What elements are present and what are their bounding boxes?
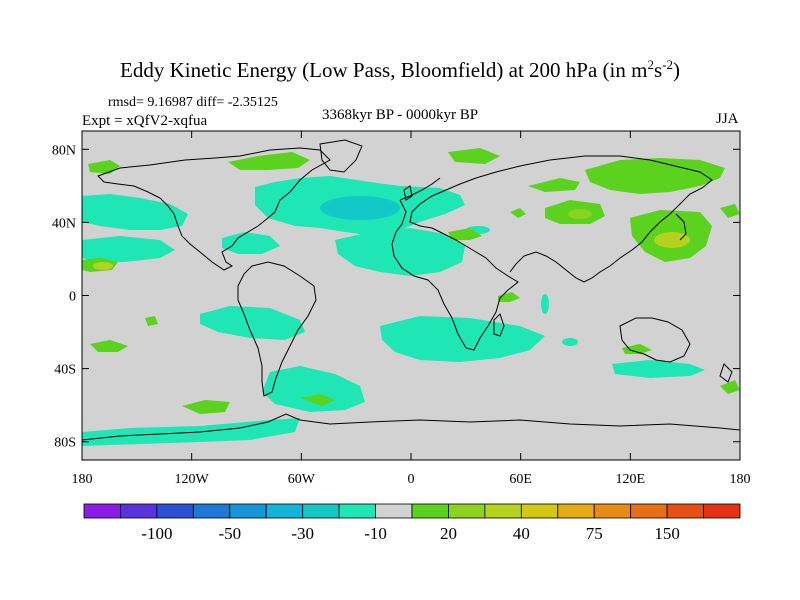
colorbar-box [520, 503, 559, 519]
colorbar-label: 75 [586, 524, 603, 543]
anomaly-mid-atlantic-small [510, 208, 526, 218]
anomaly-south-pacific-east [90, 340, 128, 352]
anomaly-southern-indian [612, 360, 705, 378]
anomaly-patch-d [562, 338, 578, 346]
anomaly-australia [622, 344, 652, 354]
anomaly-north-west-pacific [585, 158, 725, 194]
colorbar-label: -30 [291, 524, 314, 543]
coastlines [82, 139, 740, 441]
colorbar-label: -100 [141, 524, 172, 543]
anomaly-pacific-southeast [720, 380, 740, 394]
colorbar-label: -10 [364, 524, 387, 543]
coast-north-america [97, 147, 331, 271]
axis-ticks: 80N 40N 0 40S 80S 180 120W 60W 0 60E 120E 180 [52, 131, 751, 487]
anomaly-arctic-canada [228, 152, 310, 170]
colorbar-box [229, 503, 267, 519]
plot-title: Eddy Kinetic Energy (Low Pass, Bloomfiel… [120, 57, 680, 82]
colorbar-box [338, 503, 376, 519]
negative-anomaly-regions [82, 176, 705, 446]
colorbar-label: 40 [513, 524, 530, 543]
colorbar-label: 20 [440, 524, 457, 543]
colorbar-box [411, 503, 449, 519]
colorbar-box [703, 503, 741, 519]
anomaly-patch-c [541, 294, 549, 314]
anomaly-hotspot-a [654, 232, 690, 248]
colorbar-box [265, 503, 304, 519]
anomaly-caspian [448, 228, 482, 240]
colorbar-box [630, 503, 668, 519]
y-tick-label: 80S [54, 436, 76, 451]
colorbar-box [156, 503, 194, 519]
anomaly-antarctic-atlantic [300, 394, 335, 406]
x-tick-label: 60E [509, 472, 532, 487]
coast-eurasia-africa [391, 155, 713, 351]
colorbar: -100 -50 -30 -10 20 40 75 150 [83, 503, 741, 543]
y-tick-label: 80N [52, 143, 76, 158]
anomaly-southern-ocean [262, 366, 365, 412]
coast-south-america [237, 261, 317, 397]
colorbar-box [484, 503, 522, 519]
x-tick-label: 180 [72, 472, 93, 487]
x-tick-label: 60W [288, 472, 316, 487]
y-tick-label: 40N [52, 216, 76, 231]
coast-uk [403, 185, 413, 201]
period-label: 3368kyr BP - 0000kyr BP [322, 107, 479, 123]
colorbar-box [302, 503, 340, 519]
colorbar-box [448, 503, 486, 519]
colorbar-box [666, 503, 704, 519]
anomaly-eurasia [528, 178, 580, 192]
anomaly-atlantic-africa [335, 228, 465, 276]
anomaly-hotspot-c [93, 262, 113, 270]
x-tick-label: 180 [730, 472, 751, 487]
stats-line: rmsd= 9.16987 diff= -2.35125 [108, 95, 278, 110]
y-tick-label: 40S [54, 363, 76, 378]
anomaly-tropical-pacific-small [145, 316, 158, 326]
season-label: JJA [716, 111, 739, 127]
anomaly-subtropical-pacific [82, 236, 175, 262]
colorbar-box [120, 503, 158, 519]
coast-australia [619, 317, 691, 363]
colorbar-box [593, 503, 632, 519]
coast-new-zealand [719, 363, 733, 383]
anomaly-mid-pacific-small [720, 204, 740, 218]
colorbar-label: 150 [654, 524, 680, 543]
anomaly-north-pacific [82, 194, 188, 230]
anomaly-arctic-siberia [448, 148, 500, 164]
coast-madagascar [493, 313, 505, 337]
x-tick-label: 120E [616, 472, 646, 487]
colorbar-label: -50 [218, 524, 241, 543]
anomaly-patch-a [320, 196, 400, 220]
anomaly-hotspot-b [568, 209, 592, 219]
anomaly-south-pacific [200, 306, 305, 340]
anomaly-antarctic-pacific [182, 400, 230, 414]
colorbar-box [557, 503, 595, 519]
anomaly-field [82, 148, 740, 446]
anomaly-north-america [222, 232, 280, 254]
colorbar-box [375, 503, 413, 519]
y-tick-label: 0 [69, 290, 76, 305]
x-tick-label: 120W [175, 472, 210, 487]
colorbar-box [83, 503, 121, 519]
colorbar-box [192, 503, 231, 519]
coast-japan [675, 213, 687, 241]
experiment-label: Expt = xQfV2-xqfua [82, 113, 208, 129]
coast-europe [399, 177, 441, 201]
positive-anomaly-regions [82, 148, 740, 414]
coast-antarctica [82, 413, 740, 441]
x-tick-label: 0 [408, 472, 415, 487]
coast-greenland [319, 139, 363, 173]
